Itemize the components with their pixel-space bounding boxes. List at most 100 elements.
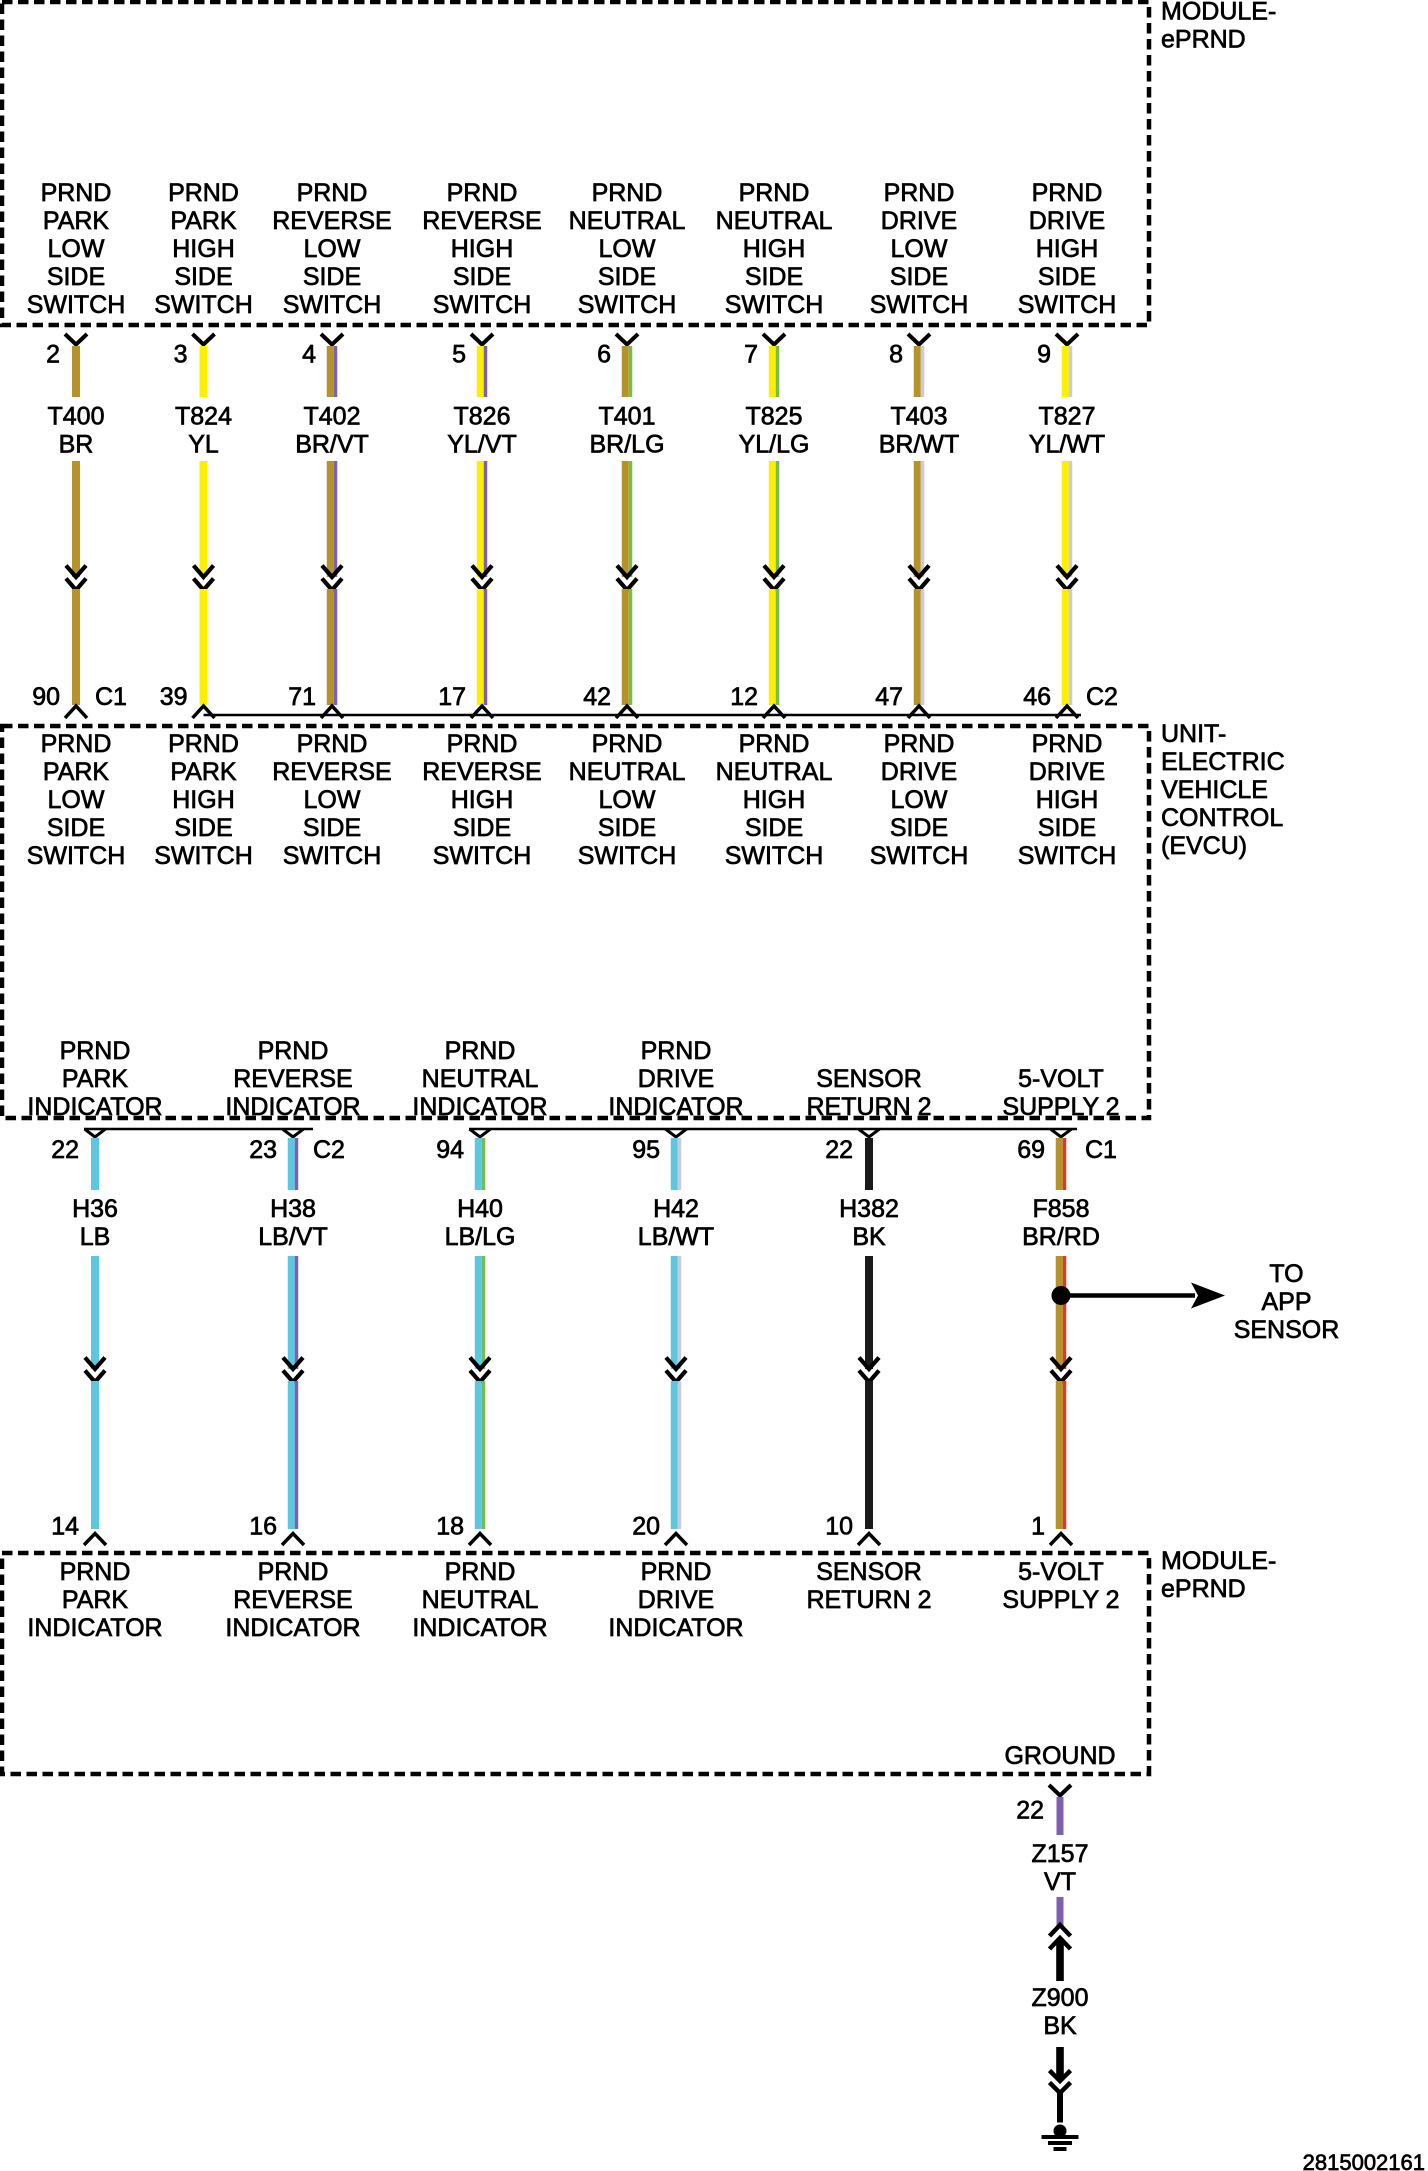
svg-text:10: 10 xyxy=(825,1513,853,1541)
svg-text:PRND: PRND xyxy=(297,179,368,207)
svg-text:94: 94 xyxy=(436,1136,464,1164)
svg-text:PARK: PARK xyxy=(62,1065,129,1093)
svg-text:C2: C2 xyxy=(313,1136,345,1164)
svg-text:2: 2 xyxy=(46,341,60,369)
svg-text:YL: YL xyxy=(188,431,219,459)
svg-text:PRND: PRND xyxy=(592,179,663,207)
svg-text:71: 71 xyxy=(288,683,316,711)
svg-text:3: 3 xyxy=(174,341,188,369)
svg-text:RETURN 2: RETURN 2 xyxy=(806,1586,931,1614)
svg-text:SWITCH: SWITCH xyxy=(154,291,253,319)
svg-text:PRND: PRND xyxy=(445,1558,516,1586)
svg-text:2815002161: 2815002161 xyxy=(1303,2150,1425,2171)
svg-text:PRND: PRND xyxy=(1032,179,1103,207)
svg-text:LOW: LOW xyxy=(599,235,656,263)
svg-text:BR/VT: BR/VT xyxy=(295,431,369,459)
svg-text:BR/WT: BR/WT xyxy=(879,431,960,459)
svg-text:H36: H36 xyxy=(72,1195,118,1223)
svg-text:SIDE: SIDE xyxy=(303,814,361,842)
svg-text:H38: H38 xyxy=(270,1195,316,1223)
svg-text:PRND: PRND xyxy=(258,1037,329,1065)
svg-text:SWITCH: SWITCH xyxy=(870,291,969,319)
svg-text:ELECTRIC: ELECTRIC xyxy=(1161,748,1285,776)
svg-text:NEUTRAL: NEUTRAL xyxy=(716,207,833,235)
svg-text:ePRND: ePRND xyxy=(1161,1575,1246,1603)
svg-text:SIDE: SIDE xyxy=(1038,263,1096,291)
svg-text:SIDE: SIDE xyxy=(745,814,803,842)
svg-text:SIDE: SIDE xyxy=(174,263,232,291)
svg-text:SENSOR: SENSOR xyxy=(816,1065,922,1093)
svg-text:NEUTRAL: NEUTRAL xyxy=(422,1065,539,1093)
svg-text:NEUTRAL: NEUTRAL xyxy=(716,758,833,786)
svg-text:14: 14 xyxy=(51,1513,79,1541)
svg-text:INDICATOR: INDICATOR xyxy=(225,1614,360,1642)
svg-text:PRND: PRND xyxy=(1032,730,1103,758)
svg-text:INDICATOR: INDICATOR xyxy=(608,1093,743,1121)
svg-text:NEUTRAL: NEUTRAL xyxy=(569,758,686,786)
svg-text:SWITCH: SWITCH xyxy=(27,842,126,870)
svg-text:HIGH: HIGH xyxy=(1036,235,1099,263)
svg-text:PARK: PARK xyxy=(62,1586,129,1614)
svg-text:PRND: PRND xyxy=(641,1037,712,1065)
svg-text:DRIVE: DRIVE xyxy=(1029,758,1105,786)
svg-text:5-VOLT: 5-VOLT xyxy=(1018,1065,1104,1093)
svg-text:SWITCH: SWITCH xyxy=(433,842,532,870)
svg-text:SIDE: SIDE xyxy=(598,814,656,842)
svg-text:(EVCU): (EVCU) xyxy=(1161,832,1247,860)
svg-text:SENSOR: SENSOR xyxy=(816,1558,922,1586)
svg-text:REVERSE: REVERSE xyxy=(233,1586,352,1614)
svg-text:REVERSE: REVERSE xyxy=(272,207,391,235)
svg-text:T403: T403 xyxy=(891,403,948,431)
svg-text:39: 39 xyxy=(160,683,188,711)
svg-text:PRND: PRND xyxy=(168,179,239,207)
svg-text:PRND: PRND xyxy=(60,1558,131,1586)
svg-text:PARK: PARK xyxy=(43,207,110,235)
svg-text:PRND: PRND xyxy=(41,730,112,758)
svg-text:LB/VT: LB/VT xyxy=(258,1223,327,1251)
svg-text:TO: TO xyxy=(1269,1260,1303,1288)
svg-text:HIGH: HIGH xyxy=(1036,786,1099,814)
svg-text:LB: LB xyxy=(80,1223,111,1251)
svg-text:PRND: PRND xyxy=(739,730,810,758)
svg-text:PRND: PRND xyxy=(447,179,518,207)
svg-text:YL/LG: YL/LG xyxy=(739,431,810,459)
svg-text:PRND: PRND xyxy=(884,179,955,207)
svg-text:16: 16 xyxy=(249,1513,277,1541)
svg-text:HIGH: HIGH xyxy=(743,235,806,263)
svg-text:LB/LG: LB/LG xyxy=(445,1223,516,1251)
svg-text:DRIVE: DRIVE xyxy=(638,1586,714,1614)
svg-text:SUPPLY 2: SUPPLY 2 xyxy=(1002,1093,1119,1121)
svg-text:SIDE: SIDE xyxy=(174,814,232,842)
svg-text:8: 8 xyxy=(889,341,903,369)
svg-text:DRIVE: DRIVE xyxy=(881,207,957,235)
svg-text:PRND: PRND xyxy=(884,730,955,758)
svg-text:PRND: PRND xyxy=(447,730,518,758)
svg-text:22: 22 xyxy=(51,1136,79,1164)
svg-text:BK: BK xyxy=(852,1223,886,1251)
svg-text:DRIVE: DRIVE xyxy=(638,1065,714,1093)
svg-text:DRIVE: DRIVE xyxy=(881,758,957,786)
svg-text:SUPPLY 2: SUPPLY 2 xyxy=(1002,1586,1119,1614)
svg-text:BR/RD: BR/RD xyxy=(1022,1223,1100,1251)
svg-text:HIGH: HIGH xyxy=(172,235,235,263)
svg-text:PARK: PARK xyxy=(170,758,237,786)
svg-text:PRND: PRND xyxy=(592,730,663,758)
svg-text:PARK: PARK xyxy=(43,758,110,786)
svg-text:LOW: LOW xyxy=(891,235,948,263)
svg-text:HIGH: HIGH xyxy=(451,235,514,263)
svg-text:PRND: PRND xyxy=(445,1037,516,1065)
svg-text:H382: H382 xyxy=(839,1195,899,1223)
svg-text:MODULE-: MODULE- xyxy=(1161,0,1276,26)
svg-text:CONTROL: CONTROL xyxy=(1161,804,1283,832)
svg-text:LOW: LOW xyxy=(599,786,656,814)
svg-text:SIDE: SIDE xyxy=(453,263,511,291)
svg-text:Z900: Z900 xyxy=(1032,1984,1089,2012)
svg-text:HIGH: HIGH xyxy=(743,786,806,814)
svg-text:INDICATOR: INDICATOR xyxy=(27,1614,162,1642)
svg-text:BR/LG: BR/LG xyxy=(589,431,664,459)
svg-text:SWITCH: SWITCH xyxy=(154,842,253,870)
svg-text:SIDE: SIDE xyxy=(745,263,803,291)
svg-text:PRND: PRND xyxy=(168,730,239,758)
svg-text:23: 23 xyxy=(249,1136,277,1164)
svg-text:PRND: PRND xyxy=(41,179,112,207)
